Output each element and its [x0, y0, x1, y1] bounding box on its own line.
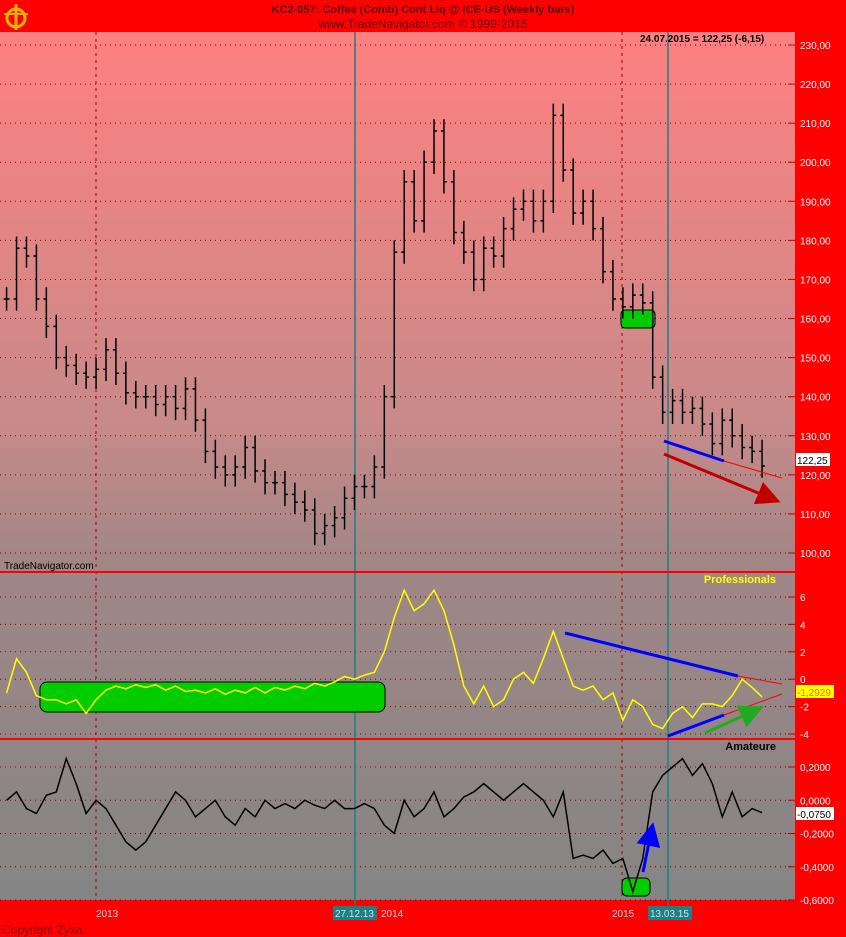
y-tick-label: -0,2000: [800, 830, 834, 841]
price-last-value: 122,25: [797, 456, 828, 467]
amateure-label: Amateure: [725, 741, 776, 753]
y-tick-label: 210,00: [800, 119, 831, 130]
marker-date-badge: [333, 906, 377, 920]
x-label-2014: 2014: [381, 909, 404, 920]
marker-date-27-12-13: 27.12.13: [335, 909, 374, 920]
trend-extension: [737, 675, 783, 685]
watermark: TradeNavigator.com: [4, 561, 94, 572]
marker-date-badge: [648, 906, 692, 920]
y-tick-label: -2: [800, 703, 809, 714]
y-tick-label: 220,00: [800, 80, 831, 91]
y-tick-label: 0,2000: [800, 763, 831, 774]
y-tick-label: 0,0000: [800, 796, 831, 807]
y-tick-label: 190,00: [800, 197, 831, 208]
y-tick-label: 140,00: [800, 393, 831, 404]
highlight-box: [39, 681, 386, 713]
price-last-badge: [796, 453, 830, 466]
professionals-line: [5, 588, 763, 730]
chart-subtitle: www.TradeNavigator.com © 1999-2015: [317, 17, 527, 31]
marker-date-13-03-15: 13.03.15: [650, 909, 689, 920]
y-tick-label: 150,00: [800, 354, 831, 365]
y-tick-label: -4: [800, 730, 809, 741]
trend-line: [667, 713, 725, 738]
trend-line: [564, 631, 739, 678]
y-tick-label: 120,00: [800, 471, 831, 482]
up-arrow: [704, 705, 764, 735]
y-tick-label: -0,6000: [800, 896, 834, 907]
up-arrow: [636, 822, 661, 873]
amat-last-value: -0,0750: [797, 810, 831, 821]
y-tick-label: 180,00: [800, 236, 831, 247]
y-tick-label: 200,00: [800, 158, 831, 169]
y-tick-label: 4: [800, 620, 806, 631]
trend-extension: [723, 460, 783, 479]
amat-last-badge: [796, 807, 834, 820]
y-tick-label: 0: [800, 675, 806, 686]
y-tick-label: 100,00: [800, 549, 831, 560]
highlight-box: [620, 309, 656, 329]
last-quote: 24.07.2015 = 122,25 (-6,15): [640, 34, 764, 45]
plot-background: [0, 32, 795, 900]
y-tick-label: 170,00: [800, 275, 831, 286]
highlight-box: [621, 877, 651, 897]
y-tick-label: 130,00: [800, 432, 831, 443]
y-tick-label: -0,4000: [800, 863, 834, 874]
trend-line: [663, 439, 725, 463]
chart-title: KC2-057: Coffee (Comb) Cont Liq @ ICE-US…: [272, 4, 575, 16]
x-label-2013: 2013: [96, 909, 119, 920]
y-tick-label: 110,00: [800, 510, 830, 521]
amateure-line: [6, 756, 763, 895]
y-tick-label: 160,00: [800, 315, 831, 326]
trend-extension: [723, 693, 783, 716]
prof-last-badge: [796, 685, 834, 698]
professionals-label: Professionals: [704, 574, 776, 586]
sextant-logo: [4, 4, 28, 30]
y-tick-label: 6: [800, 593, 806, 604]
copyright: Copyright Zyxa: [2, 923, 83, 937]
price-bars: [3, 103, 766, 546]
y-tick-label: 230,00: [800, 41, 831, 52]
prof-last-value: -1,2929: [797, 688, 831, 699]
y-tick-label: 2: [800, 648, 806, 659]
x-label-2015: 2015: [612, 909, 635, 920]
axes: 230,00 220,00 210,00 200,00 190,00 180,00 170,…: [788, 41, 834, 907]
down-arrow: [663, 452, 781, 505]
